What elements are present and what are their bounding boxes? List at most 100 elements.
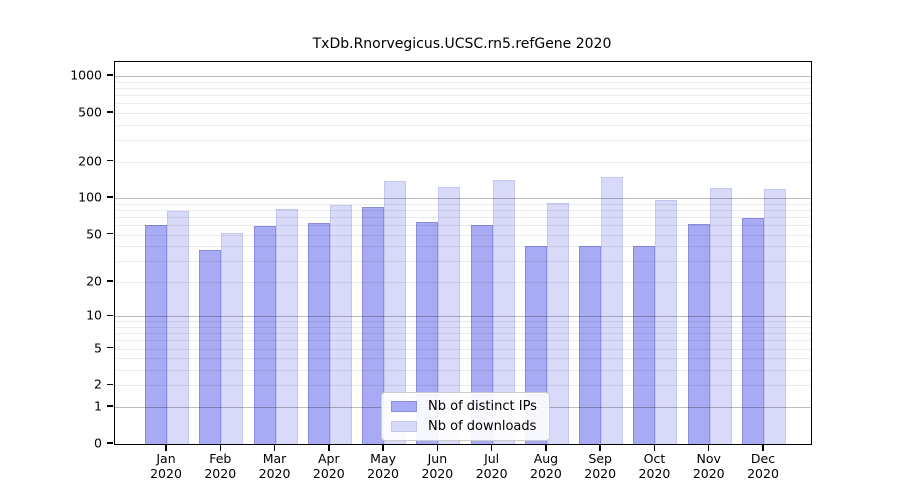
- y-tick-label: 500: [78, 104, 102, 120]
- x-tick-year: 2020: [258, 466, 291, 481]
- bar-downloads-apr: [329, 204, 352, 444]
- x-tick-label: Jan 2020: [131, 451, 201, 481]
- gridline-minor: [115, 209, 811, 211]
- x-tick-month: Mar: [262, 451, 287, 466]
- gridline-minor: [115, 124, 811, 126]
- bar-downloads-oct: [655, 199, 678, 444]
- chart-title: TxDb.Rnorvegicus.UCSC.rn5.refGene 2020: [312, 36, 612, 52]
- gridline-minor: [115, 225, 811, 227]
- y-tick-label: 2: [94, 376, 102, 392]
- gridline-minor: [115, 140, 811, 141]
- x-tick-mark: [382, 444, 384, 451]
- bar-distinct-ips-apr: [307, 223, 330, 444]
- y-tick-label: 10: [86, 307, 102, 323]
- x-tick-mark: [545, 444, 547, 451]
- x-tick-mark: [762, 444, 764, 451]
- x-tick-mark: [708, 444, 710, 451]
- x-tick-mark: [599, 444, 601, 451]
- gridline-major: [115, 75, 811, 77]
- gridline-minor: [115, 81, 811, 83]
- bar-distinct-ips-sep: [579, 246, 602, 444]
- y-tick-mark: [106, 74, 113, 76]
- plot-area: Nb of distinct IPs Nb of downloads: [114, 61, 812, 445]
- x-tick-month: Dec: [750, 451, 776, 466]
- x-tick-year: 2020: [747, 466, 779, 481]
- legend-label-distinct-ips: Nb of distinct IPs: [428, 399, 537, 414]
- x-tick-label: Feb 2020: [185, 451, 255, 481]
- y-tick-label: 5: [94, 340, 102, 356]
- gridline-minor: [115, 216, 811, 218]
- bar-distinct-ips-feb: [199, 250, 222, 444]
- x-tick-label: Sep 2020: [565, 451, 635, 481]
- bar-distinct-ips-may: [362, 207, 385, 444]
- y-tick-mark: [106, 442, 113, 444]
- x-tick-year: 2020: [530, 466, 562, 481]
- y-tick-label: 50: [86, 226, 102, 242]
- x-tick-month: Apr: [318, 451, 340, 466]
- x-tick-month: Jan: [156, 451, 176, 466]
- bar-downloads-jan: [167, 211, 189, 444]
- bar-distinct-ips-mar: [253, 225, 276, 444]
- gridline-minor: [115, 321, 811, 323]
- gridline-minor: [115, 94, 811, 96]
- y-tick-mark: [106, 159, 113, 162]
- bar-downloads-jul: [492, 180, 515, 444]
- x-tick-month: Oct: [643, 451, 666, 466]
- x-tick-label: Mar 2020: [240, 451, 310, 481]
- x-tick-month: Jun: [427, 451, 448, 466]
- y-tick-mark: [106, 314, 113, 316]
- gridline-minor: [115, 358, 811, 360]
- gridline-major: [115, 198, 811, 200]
- gridline-minor: [115, 161, 811, 163]
- gridline-minor: [115, 87, 811, 89]
- x-tick-year: 2020: [150, 466, 182, 481]
- bar-downloads-dec: [764, 188, 786, 444]
- y-tick-label: 1: [94, 398, 102, 414]
- gridline-minor: [115, 333, 811, 335]
- y-tick-label: 1000: [70, 67, 102, 83]
- gridline-minor: [115, 246, 811, 248]
- gridline-minor: [115, 234, 811, 236]
- x-tick-mark: [219, 444, 221, 451]
- x-tick-mark: [436, 444, 439, 451]
- gridline-minor: [115, 103, 811, 105]
- gridline-minor: [115, 348, 811, 350]
- y-tick-label: 100: [78, 189, 102, 205]
- x-tick-month: Nov: [696, 451, 721, 466]
- y-tick-mark: [106, 383, 113, 386]
- y-tick-mark: [106, 405, 113, 407]
- x-tick-mark: [328, 444, 330, 451]
- y-tick-label: 200: [78, 153, 102, 168]
- x-tick-year: 2020: [204, 466, 237, 481]
- gridline-major: [115, 316, 811, 318]
- bar-distinct-ips-oct: [633, 246, 656, 444]
- legend: Nb of distinct IPs Nb of downloads: [381, 392, 550, 441]
- legend-label-downloads: Nb of downloads: [428, 419, 537, 434]
- legend-swatch-downloads: [391, 421, 417, 432]
- bar-downloads-sep: [601, 177, 624, 444]
- x-tick-month: Aug: [533, 451, 559, 466]
- bar-distinct-ips-dec: [742, 218, 764, 444]
- gridline-minor: [115, 203, 811, 205]
- x-tick-label: Apr 2020: [294, 451, 364, 481]
- x-tick-year: 2020: [367, 466, 399, 481]
- x-tick-month: Sep: [588, 451, 612, 466]
- bar-distinct-ips-jul: [470, 225, 493, 444]
- legend-swatch-distinct-ips: [391, 401, 417, 412]
- gridline-minor: [115, 261, 811, 263]
- gridline-minor: [115, 281, 811, 283]
- gridline-minor: [115, 326, 811, 328]
- gridline-minor: [115, 385, 811, 387]
- y-tick-label: 20: [86, 273, 102, 289]
- x-tick-label: Nov 2020: [674, 451, 744, 481]
- x-tick-mark: [273, 444, 276, 451]
- legend-item-distinct-ips: Nb of distinct IPs: [391, 399, 537, 414]
- bar-downloads-mar: [275, 209, 298, 444]
- bar-distinct-ips-jun: [416, 222, 439, 444]
- x-tick-label: Oct 2020: [619, 451, 689, 481]
- x-tick-year: 2020: [692, 466, 725, 481]
- x-tick-label: Jun 2020: [402, 451, 472, 481]
- x-tick-label: Aug 2020: [511, 451, 581, 481]
- bar-distinct-ips-nov: [687, 224, 710, 444]
